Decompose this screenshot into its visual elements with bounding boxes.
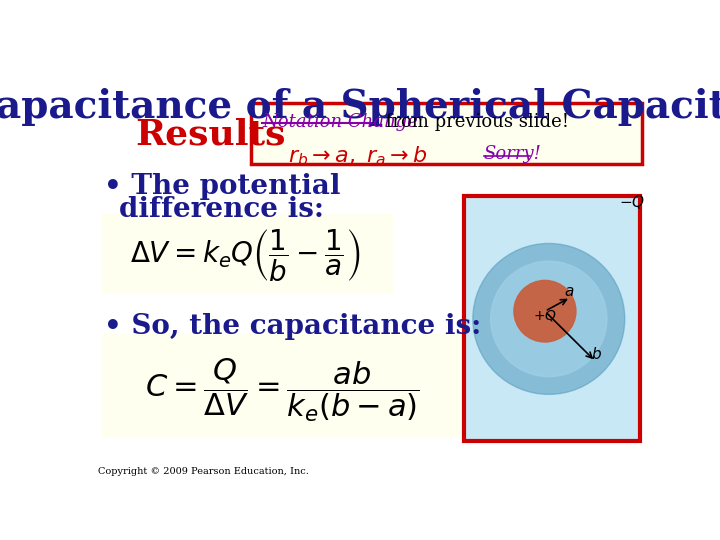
Text: difference is:: difference is: bbox=[120, 195, 325, 222]
FancyBboxPatch shape bbox=[102, 213, 393, 294]
Text: Copyright © 2009 Pearson Education, Inc.: Copyright © 2009 Pearson Education, Inc. bbox=[98, 467, 309, 476]
FancyBboxPatch shape bbox=[102, 334, 474, 438]
Circle shape bbox=[514, 280, 576, 342]
Text: Sorry!: Sorry! bbox=[484, 145, 541, 163]
Text: Capacitance of a Spherical Capacitor: Capacitance of a Spherical Capacitor bbox=[0, 88, 720, 126]
Text: $+Q$: $+Q$ bbox=[533, 308, 557, 322]
Text: $-Q$: $-Q$ bbox=[619, 193, 646, 211]
FancyBboxPatch shape bbox=[251, 103, 642, 164]
Text: $b$: $b$ bbox=[591, 346, 603, 362]
Text: from previous slide!: from previous slide! bbox=[380, 112, 569, 131]
Text: $a$: $a$ bbox=[564, 285, 575, 300]
Text: Notation Change: Notation Change bbox=[262, 112, 418, 131]
Text: $r_b \rightarrow a,\;r_a \rightarrow b$: $r_b \rightarrow a,\;r_a \rightarrow b$ bbox=[287, 145, 427, 168]
Text: $\Delta V = k_e Q\left(\dfrac{1}{b} - \dfrac{1}{a}\right)$: $\Delta V = k_e Q\left(\dfrac{1}{b} - \d… bbox=[130, 227, 360, 283]
Circle shape bbox=[473, 244, 625, 394]
Text: $C = \dfrac{Q}{\Delta V} = \dfrac{ab}{k_e\left(b-a\right)}$: $C = \dfrac{Q}{\Delta V} = \dfrac{ab}{k_… bbox=[145, 356, 420, 423]
Circle shape bbox=[490, 261, 607, 377]
Text: • The potential: • The potential bbox=[104, 173, 341, 200]
Bar bbox=[464, 195, 640, 441]
Text: Results: Results bbox=[135, 117, 285, 151]
Text: • So, the capacitance is:: • So, the capacitance is: bbox=[104, 313, 481, 340]
